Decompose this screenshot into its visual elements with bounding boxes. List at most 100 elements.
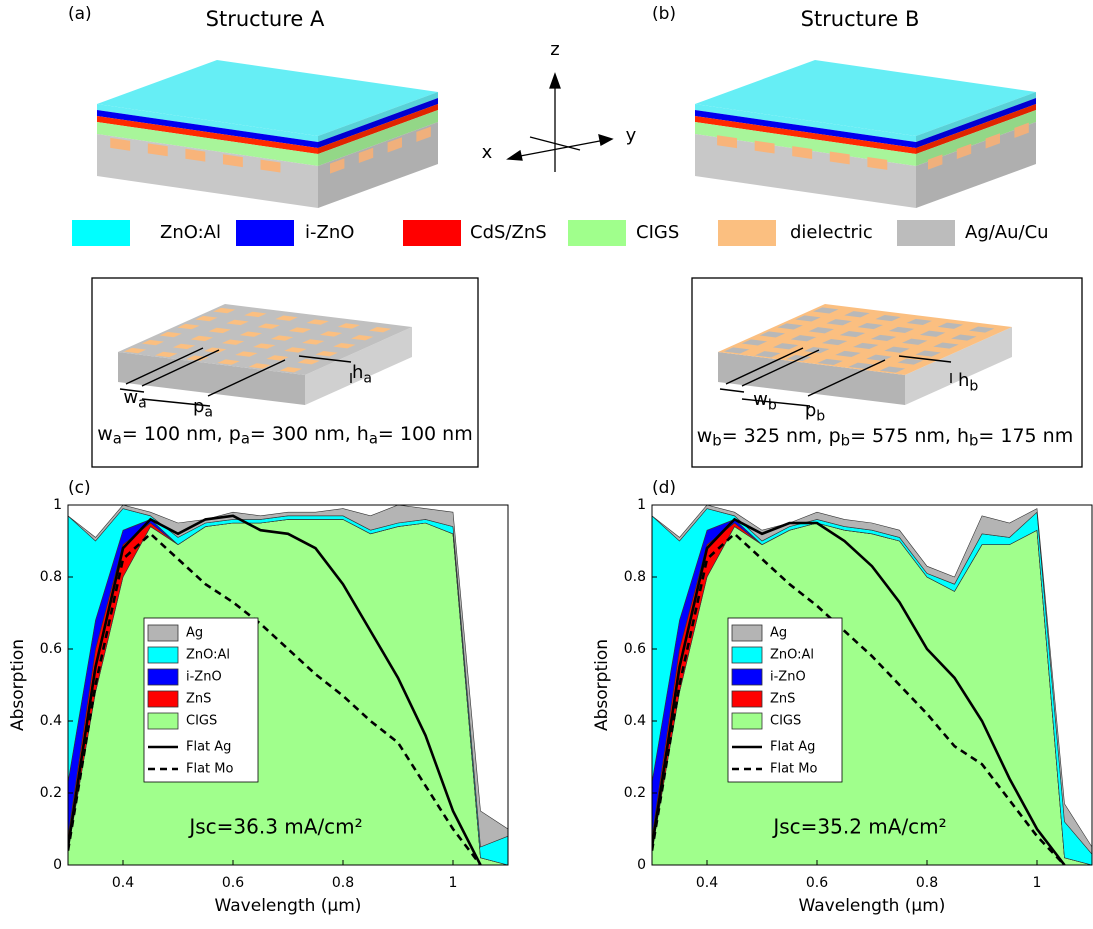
dielectric-patch bbox=[416, 126, 431, 142]
legend-swatch bbox=[718, 220, 776, 246]
cell bbox=[159, 331, 182, 338]
cell bbox=[288, 327, 312, 333]
cell bbox=[804, 347, 830, 354]
area bbox=[68, 505, 508, 848]
layer-shade bbox=[318, 122, 438, 208]
subscript: b bbox=[712, 433, 721, 450]
cell bbox=[221, 339, 245, 345]
cell bbox=[226, 319, 249, 326]
dielectric-patch bbox=[867, 156, 888, 170]
legend-label: CdS/ZnS bbox=[470, 222, 547, 243]
dielectric-patch bbox=[829, 151, 850, 165]
layer-shade bbox=[916, 122, 1036, 208]
label: wb= 325 nm, pb= 575 nm, hb= 175 nm bbox=[697, 425, 1074, 450]
dielectric-patch bbox=[1014, 122, 1029, 138]
cell bbox=[915, 350, 941, 357]
subscript: b bbox=[969, 433, 978, 450]
cell bbox=[888, 326, 915, 333]
legend-swatch bbox=[731, 646, 763, 664]
text-run: = 325 nm, p bbox=[722, 425, 841, 447]
layer-front bbox=[97, 122, 318, 166]
x-axis-label: Wavelength (µm) bbox=[799, 896, 946, 916]
legend-label: Flat Mo bbox=[770, 762, 818, 777]
y-tick-label: 0.8 bbox=[40, 569, 62, 585]
legend-swatch bbox=[568, 220, 626, 246]
panel-label: (b) bbox=[652, 4, 676, 24]
layer-shade bbox=[916, 110, 1036, 166]
cell bbox=[968, 326, 995, 333]
legend-label: ZnO:Al bbox=[160, 222, 221, 243]
cell bbox=[351, 335, 374, 341]
dimension-line bbox=[125, 347, 204, 385]
text-run: = 575 nm, h bbox=[850, 425, 969, 447]
text-run: p bbox=[193, 396, 204, 417]
cell bbox=[190, 335, 214, 342]
x-tick-label: 0.8 bbox=[916, 875, 938, 891]
axis-triad bbox=[506, 72, 614, 172]
cell bbox=[755, 351, 781, 358]
panel-label: (d) bbox=[652, 478, 676, 498]
cell bbox=[253, 343, 276, 349]
layer-shade bbox=[318, 104, 438, 154]
x-tick-label: 0.4 bbox=[112, 875, 134, 891]
cell bbox=[284, 347, 307, 353]
legend-swatch bbox=[147, 624, 179, 642]
legend-swatch bbox=[731, 690, 763, 708]
layer-front bbox=[695, 104, 916, 142]
legend-swatch bbox=[147, 690, 179, 708]
cell bbox=[879, 366, 906, 373]
layer-side bbox=[916, 98, 1036, 148]
layer-side bbox=[318, 104, 438, 154]
cell bbox=[177, 323, 200, 330]
cell bbox=[866, 354, 892, 361]
x-tick-label: 0.8 bbox=[332, 875, 354, 891]
y-axis-label: Absorption bbox=[592, 639, 612, 731]
x-tick-label: 0.6 bbox=[222, 875, 244, 891]
cell bbox=[257, 323, 280, 329]
cell bbox=[839, 331, 866, 338]
cell bbox=[906, 318, 933, 325]
label: pa bbox=[193, 396, 213, 420]
layer-side bbox=[916, 104, 1036, 154]
legend-label: i-ZnO bbox=[186, 670, 222, 685]
layer-side bbox=[318, 98, 438, 148]
legend-label: dielectric bbox=[790, 222, 873, 243]
layer-shade bbox=[916, 104, 1036, 154]
panel-title: Structure A bbox=[206, 7, 325, 31]
layer-shade bbox=[318, 110, 438, 166]
text-run: w bbox=[123, 387, 138, 408]
cell bbox=[723, 347, 750, 354]
subscript: a bbox=[369, 431, 378, 448]
text-run: = 100 nm, p bbox=[122, 423, 241, 445]
cell bbox=[141, 339, 165, 346]
subscript: a bbox=[138, 395, 147, 411]
dimension-line bbox=[207, 359, 286, 397]
legend-label: i-ZnO bbox=[305, 222, 354, 243]
cell bbox=[790, 335, 817, 342]
cell bbox=[817, 358, 843, 365]
subscript: a bbox=[204, 404, 213, 420]
y-tick-label: 1 bbox=[53, 497, 62, 513]
cell bbox=[897, 358, 924, 365]
layer-front bbox=[97, 110, 318, 148]
dielectric-patch bbox=[147, 143, 168, 157]
dimension-line bbox=[725, 347, 804, 385]
cell bbox=[884, 346, 910, 353]
cell bbox=[306, 319, 329, 325]
layer-side bbox=[318, 122, 438, 208]
y-tick-label: 0 bbox=[637, 857, 646, 873]
legend-swatch bbox=[731, 668, 763, 686]
structure bbox=[97, 60, 438, 208]
plot-area bbox=[652, 505, 1092, 865]
annotation: Jsc=35.2 mA/cm² bbox=[771, 815, 946, 839]
text-run: w bbox=[97, 423, 113, 445]
cell bbox=[275, 315, 298, 321]
cell bbox=[248, 363, 271, 369]
cell bbox=[213, 307, 236, 314]
grating bbox=[718, 304, 1012, 407]
cell bbox=[870, 334, 897, 341]
layer-side bbox=[318, 92, 438, 142]
y-tick-label: 0 bbox=[53, 857, 62, 873]
layer-side bbox=[318, 110, 438, 166]
